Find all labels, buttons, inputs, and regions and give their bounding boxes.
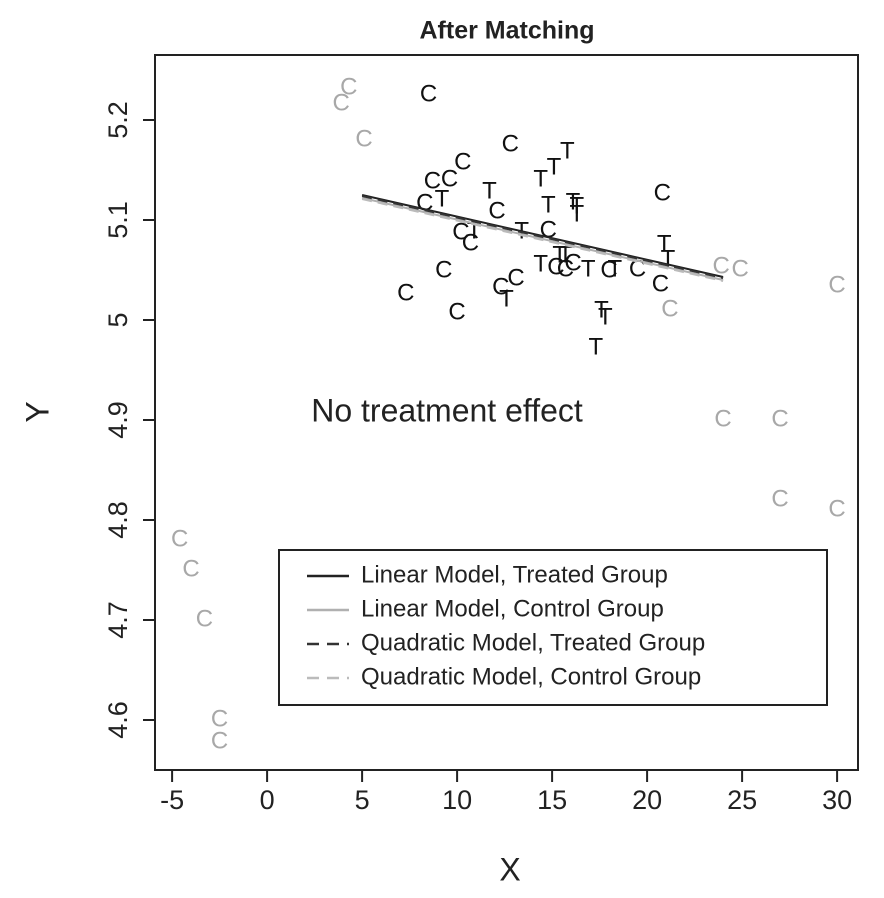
- x-tick-label: -5: [160, 785, 184, 815]
- x-tick-label: 15: [537, 785, 567, 815]
- y-tick-label: 4.8: [103, 501, 133, 539]
- point-marker: T: [560, 137, 575, 164]
- point-marker: T: [566, 188, 581, 215]
- point-marker: T: [657, 230, 672, 257]
- point-marker: T: [533, 165, 548, 192]
- point-marker: C: [211, 705, 228, 732]
- y-tick-label: 4.9: [103, 401, 133, 439]
- point-marker: C: [452, 218, 469, 245]
- chart-title: After Matching: [420, 17, 595, 45]
- y-axis-label: Y: [19, 401, 55, 422]
- point-marker: C: [652, 270, 669, 297]
- x-tick-label: 30: [822, 785, 852, 815]
- legend-box: [278, 549, 828, 706]
- point-marker: C: [441, 165, 458, 192]
- x-tick-label: 0: [260, 785, 275, 815]
- point-marker: C: [435, 256, 452, 283]
- point-marker: C: [211, 727, 228, 754]
- point-marker: C: [462, 229, 479, 256]
- point-marker: C: [448, 298, 465, 325]
- legend-label: Quadratic Model, Control Group: [361, 663, 701, 690]
- point-marker: C: [547, 253, 564, 280]
- point-marker: C: [654, 179, 671, 206]
- fit-line: [361, 198, 724, 282]
- point-marker: C: [454, 148, 471, 175]
- point-marker: C: [492, 273, 509, 300]
- legend-label: Linear Model, Treated Group: [361, 561, 668, 588]
- x-tick-label: 25: [727, 785, 757, 815]
- point-marker: T: [569, 200, 584, 227]
- x-tick-label: 20: [632, 785, 662, 815]
- point-marker: C: [732, 255, 749, 282]
- point-marker: C: [828, 495, 845, 522]
- y-tick-label: 5.2: [103, 101, 133, 139]
- point-marker: C: [340, 73, 357, 100]
- point-marker: C: [420, 80, 437, 107]
- x-axis-label: X: [499, 851, 520, 887]
- point-marker: C: [771, 405, 788, 432]
- point-marker: C: [397, 279, 414, 306]
- point-marker: T: [581, 255, 596, 282]
- point-marker: C: [333, 89, 350, 116]
- point-marker: T: [533, 250, 548, 277]
- legend-label: Linear Model, Control Group: [361, 595, 664, 622]
- annotation: No treatment effect: [311, 392, 583, 428]
- point-marker: T: [552, 241, 567, 268]
- y-tick-label: 5: [103, 312, 133, 327]
- point-marker: T: [607, 255, 622, 282]
- point-marker: T: [598, 303, 613, 330]
- point-marker: C: [714, 405, 731, 432]
- point-marker: C: [600, 256, 617, 283]
- x-tick-label: 10: [442, 785, 472, 815]
- point-marker: C: [355, 125, 372, 152]
- point-marker: T: [594, 296, 609, 323]
- point-marker: T: [588, 333, 603, 360]
- legend-label: Quadratic Model, Treated Group: [361, 629, 705, 656]
- point-marker: T: [558, 241, 573, 268]
- point-marker: T: [569, 192, 584, 219]
- point-marker: C: [713, 252, 730, 279]
- point-marker: T: [499, 285, 514, 312]
- y-tick-label: 4.6: [103, 701, 133, 739]
- point-marker: C: [424, 167, 441, 194]
- y-tick-label: 4.7: [103, 601, 133, 639]
- point-marker: C: [488, 197, 505, 224]
- point-marker: C: [182, 555, 199, 582]
- plot-frame: [154, 54, 859, 771]
- point-marker: C: [171, 525, 188, 552]
- point-marker: C: [564, 249, 581, 276]
- x-tick-label: 5: [355, 785, 370, 815]
- point-marker: C: [771, 485, 788, 512]
- point-marker: C: [661, 295, 678, 322]
- point-marker: T: [541, 191, 556, 218]
- point-marker: C: [196, 605, 213, 632]
- point-marker: T: [482, 177, 497, 204]
- point-marker: C: [507, 264, 524, 291]
- point-marker: T: [435, 185, 450, 212]
- point-marker: T: [547, 153, 562, 180]
- fit-line: [361, 195, 724, 279]
- point-marker: C: [502, 130, 519, 157]
- point-marker: C: [828, 271, 845, 298]
- y-tick-label: 5.1: [103, 201, 133, 239]
- point-marker: C: [557, 255, 574, 282]
